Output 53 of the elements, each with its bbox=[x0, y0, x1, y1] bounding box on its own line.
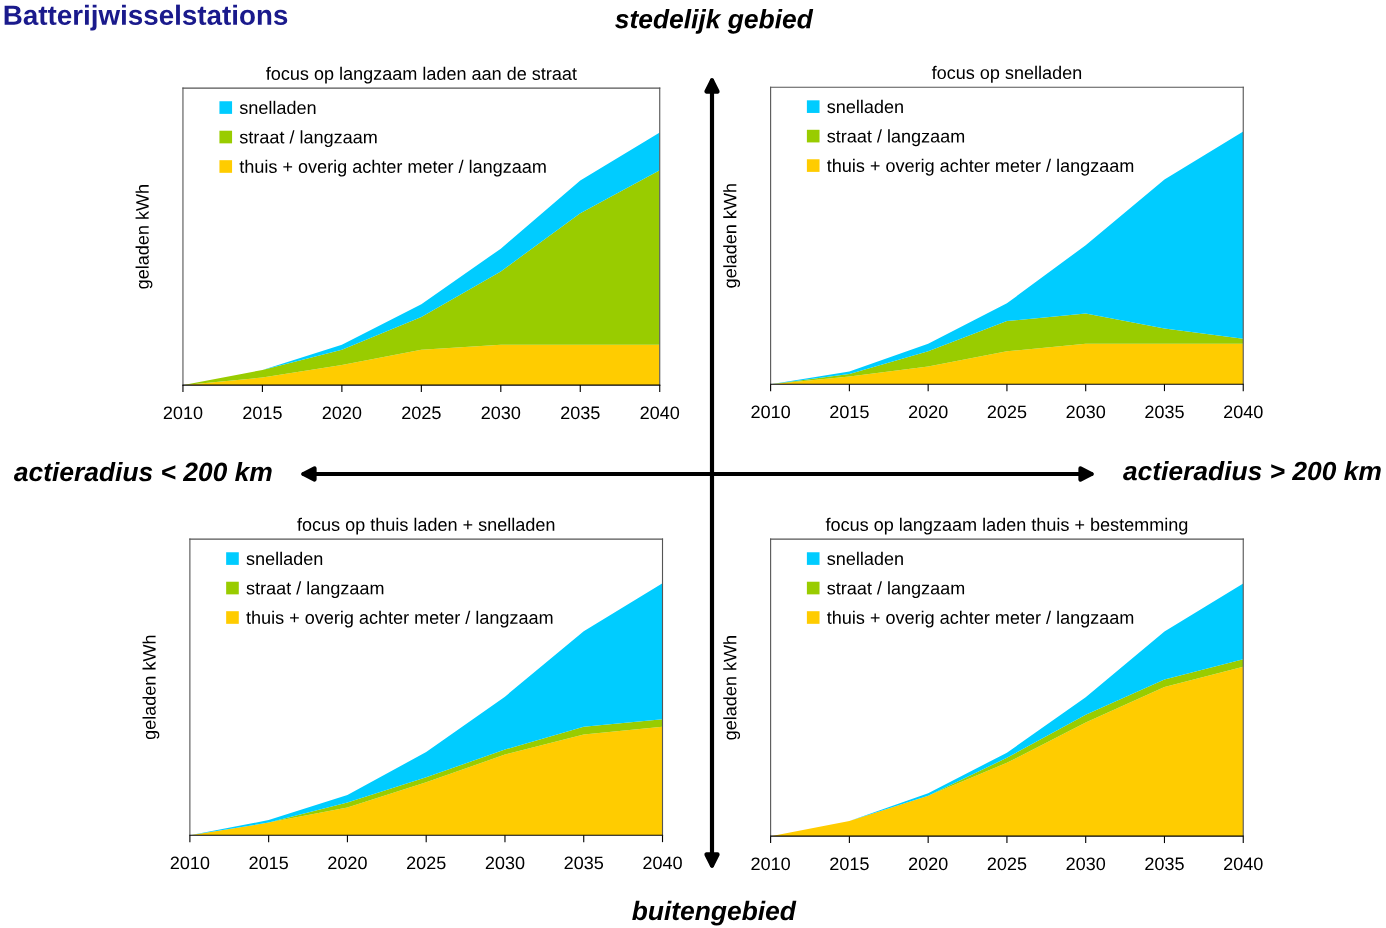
x-tick-label: 2010 bbox=[751, 857, 790, 871]
x-tick-label: 2010 bbox=[170, 856, 210, 870]
x-tick-label: 2025 bbox=[407, 856, 446, 870]
legend-label: straat / langzaam bbox=[827, 129, 965, 147]
x-tick-label: 2030 bbox=[485, 856, 525, 870]
x-tick-label: 2035 bbox=[564, 856, 604, 870]
x-tick-label: 2015 bbox=[830, 405, 869, 419]
legend-label: thuis + overig achter meter / langzaam bbox=[827, 158, 1134, 176]
x-tick-label: 2020 bbox=[328, 856, 367, 870]
y-axis-title: geladen kWh bbox=[135, 185, 153, 289]
x-tick-label: 2025 bbox=[987, 857, 1027, 871]
text: Batterijwisselstations bbox=[4, 4, 288, 31]
legend-label: thuis + overig achter meter / langzaam bbox=[246, 610, 553, 628]
y-axis-title: geladen kWh bbox=[723, 636, 741, 740]
x-tick-label: 2040 bbox=[640, 406, 680, 420]
chart-title: focus op thuis laden + snelladen bbox=[297, 517, 555, 535]
x-tick-label: 2030 bbox=[481, 406, 521, 420]
y-axis-title: geladen kWh bbox=[142, 635, 160, 740]
legend-label: thuis + overig achter meter / langzaam bbox=[827, 610, 1134, 628]
x-tick-label: 2040 bbox=[1224, 405, 1263, 419]
x-tick-label: 2015 bbox=[243, 406, 282, 420]
legend-label: thuis + overig achter meter / langzaam bbox=[239, 159, 546, 177]
chart-title: focus op snelladen bbox=[931, 65, 1082, 83]
x-tick-label: 2035 bbox=[1145, 405, 1184, 419]
x-tick-label: 2025 bbox=[402, 406, 441, 420]
y-axis-title: geladen kWh bbox=[723, 184, 741, 288]
legend-label: snelladen bbox=[827, 99, 903, 114]
x-tick-label: 2010 bbox=[751, 405, 790, 419]
x-tick-label: 2025 bbox=[987, 405, 1027, 419]
text: actieradius > 200 km bbox=[1123, 460, 1381, 481]
x-tick-label: 2040 bbox=[1224, 857, 1263, 871]
x-tick-label: 2030 bbox=[1066, 405, 1106, 419]
legend-label: straat / langzaam bbox=[246, 581, 384, 599]
x-tick-label: 2035 bbox=[1145, 857, 1184, 871]
x-tick-label: 2015 bbox=[830, 857, 869, 871]
legend-label: straat / langzaam bbox=[239, 130, 377, 148]
legend-label: straat / langzaam bbox=[827, 581, 965, 599]
legend-label: snelladen bbox=[827, 551, 903, 566]
chart-title: focus op langzaam laden thuis + bestemming bbox=[825, 517, 1188, 535]
legend-label: snelladen bbox=[246, 551, 323, 566]
x-tick-label: 2020 bbox=[908, 405, 948, 419]
x-tick-label: 2010 bbox=[163, 406, 203, 420]
legend-label: snelladen bbox=[239, 100, 316, 115]
text: actieradius < 200 km bbox=[13, 461, 272, 482]
x-tick-label: 2020 bbox=[908, 857, 948, 871]
x-tick-label: 2035 bbox=[561, 406, 600, 420]
x-tick-label: 2030 bbox=[1066, 857, 1106, 871]
x-tick-label: 2020 bbox=[322, 406, 362, 420]
chart-title: focus op langzaam laden aan de straat bbox=[266, 66, 577, 84]
x-tick-label: 2040 bbox=[643, 856, 682, 870]
text: stedelijk gebied bbox=[615, 9, 814, 34]
x-tick-label: 2015 bbox=[249, 856, 288, 870]
text: buitengebied bbox=[632, 900, 797, 926]
